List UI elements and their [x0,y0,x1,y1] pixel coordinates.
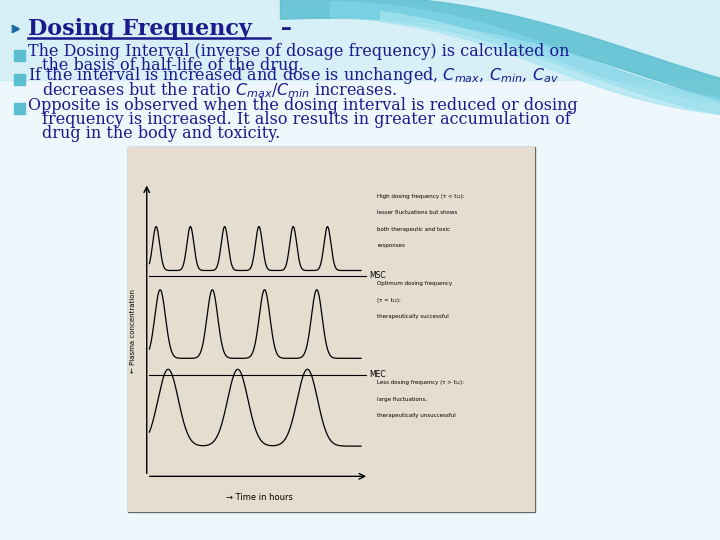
Text: decreases but the ratio $C_{max}$/$C_{min}$ increases.: decreases but the ratio $C_{max}$/$C_{mi… [42,80,397,100]
Text: –: – [273,18,292,40]
Text: The Dosing Interval (inverse of dosage frequency) is calculated on: The Dosing Interval (inverse of dosage f… [28,44,570,60]
Text: Opposite is observed when the dosing interval is reduced or dosing: Opposite is observed when the dosing int… [28,97,577,113]
Text: MEC: MEC [369,370,386,379]
Bar [14,50,25,61]
Text: (τ = t₁₂):: (τ = t₁₂): [377,298,401,303]
Bar [14,74,25,85]
Text: both therapeutic and toxic: both therapeutic and toxic [377,227,450,232]
Bar [14,103,25,114]
Text: the basis of half-life of the drug.: the basis of half-life of the drug. [42,57,304,75]
Text: Less dosing frequency (τ > t₁₂):: Less dosing frequency (τ > t₁₂): [377,380,464,385]
Text: MSC: MSC [369,272,386,280]
Text: ← Plasma concentration: ← Plasma concentration [130,289,136,373]
Text: frequency is increased. It also results in greater accumulation of: frequency is increased. It also results … [42,111,571,127]
Text: therapeutically successful: therapeutically successful [377,314,449,319]
Text: lesser fluctuations but shows: lesser fluctuations but shows [377,210,457,215]
Text: large fluctuations,: large fluctuations, [377,397,427,402]
Bar [0,0,720,80]
Bar [128,147,535,512]
Text: High dosing frequency (τ < t₁₂):: High dosing frequency (τ < t₁₂): [377,194,464,199]
Text: therapeutically unsuccessful: therapeutically unsuccessful [377,413,456,418]
Text: → Time in hours: → Time in hours [226,493,292,502]
Text: responses: responses [377,243,405,248]
Text: Optimum dosing frequency: Optimum dosing frequency [377,281,452,287]
Text: drug in the body and toxicity.: drug in the body and toxicity. [42,125,280,141]
Text: If the interval is increased and dose is unchanged, $C_{max}$, $C_{min}$, $C_{av: If the interval is increased and dose is… [28,65,559,86]
Text: Fig. 12.2  Schematic representation of the influence of
dosing frequency on plas: Fig. 12.2 Schematic representation of th… [178,474,485,504]
Text: Dosing Frequency: Dosing Frequency [28,18,252,40]
